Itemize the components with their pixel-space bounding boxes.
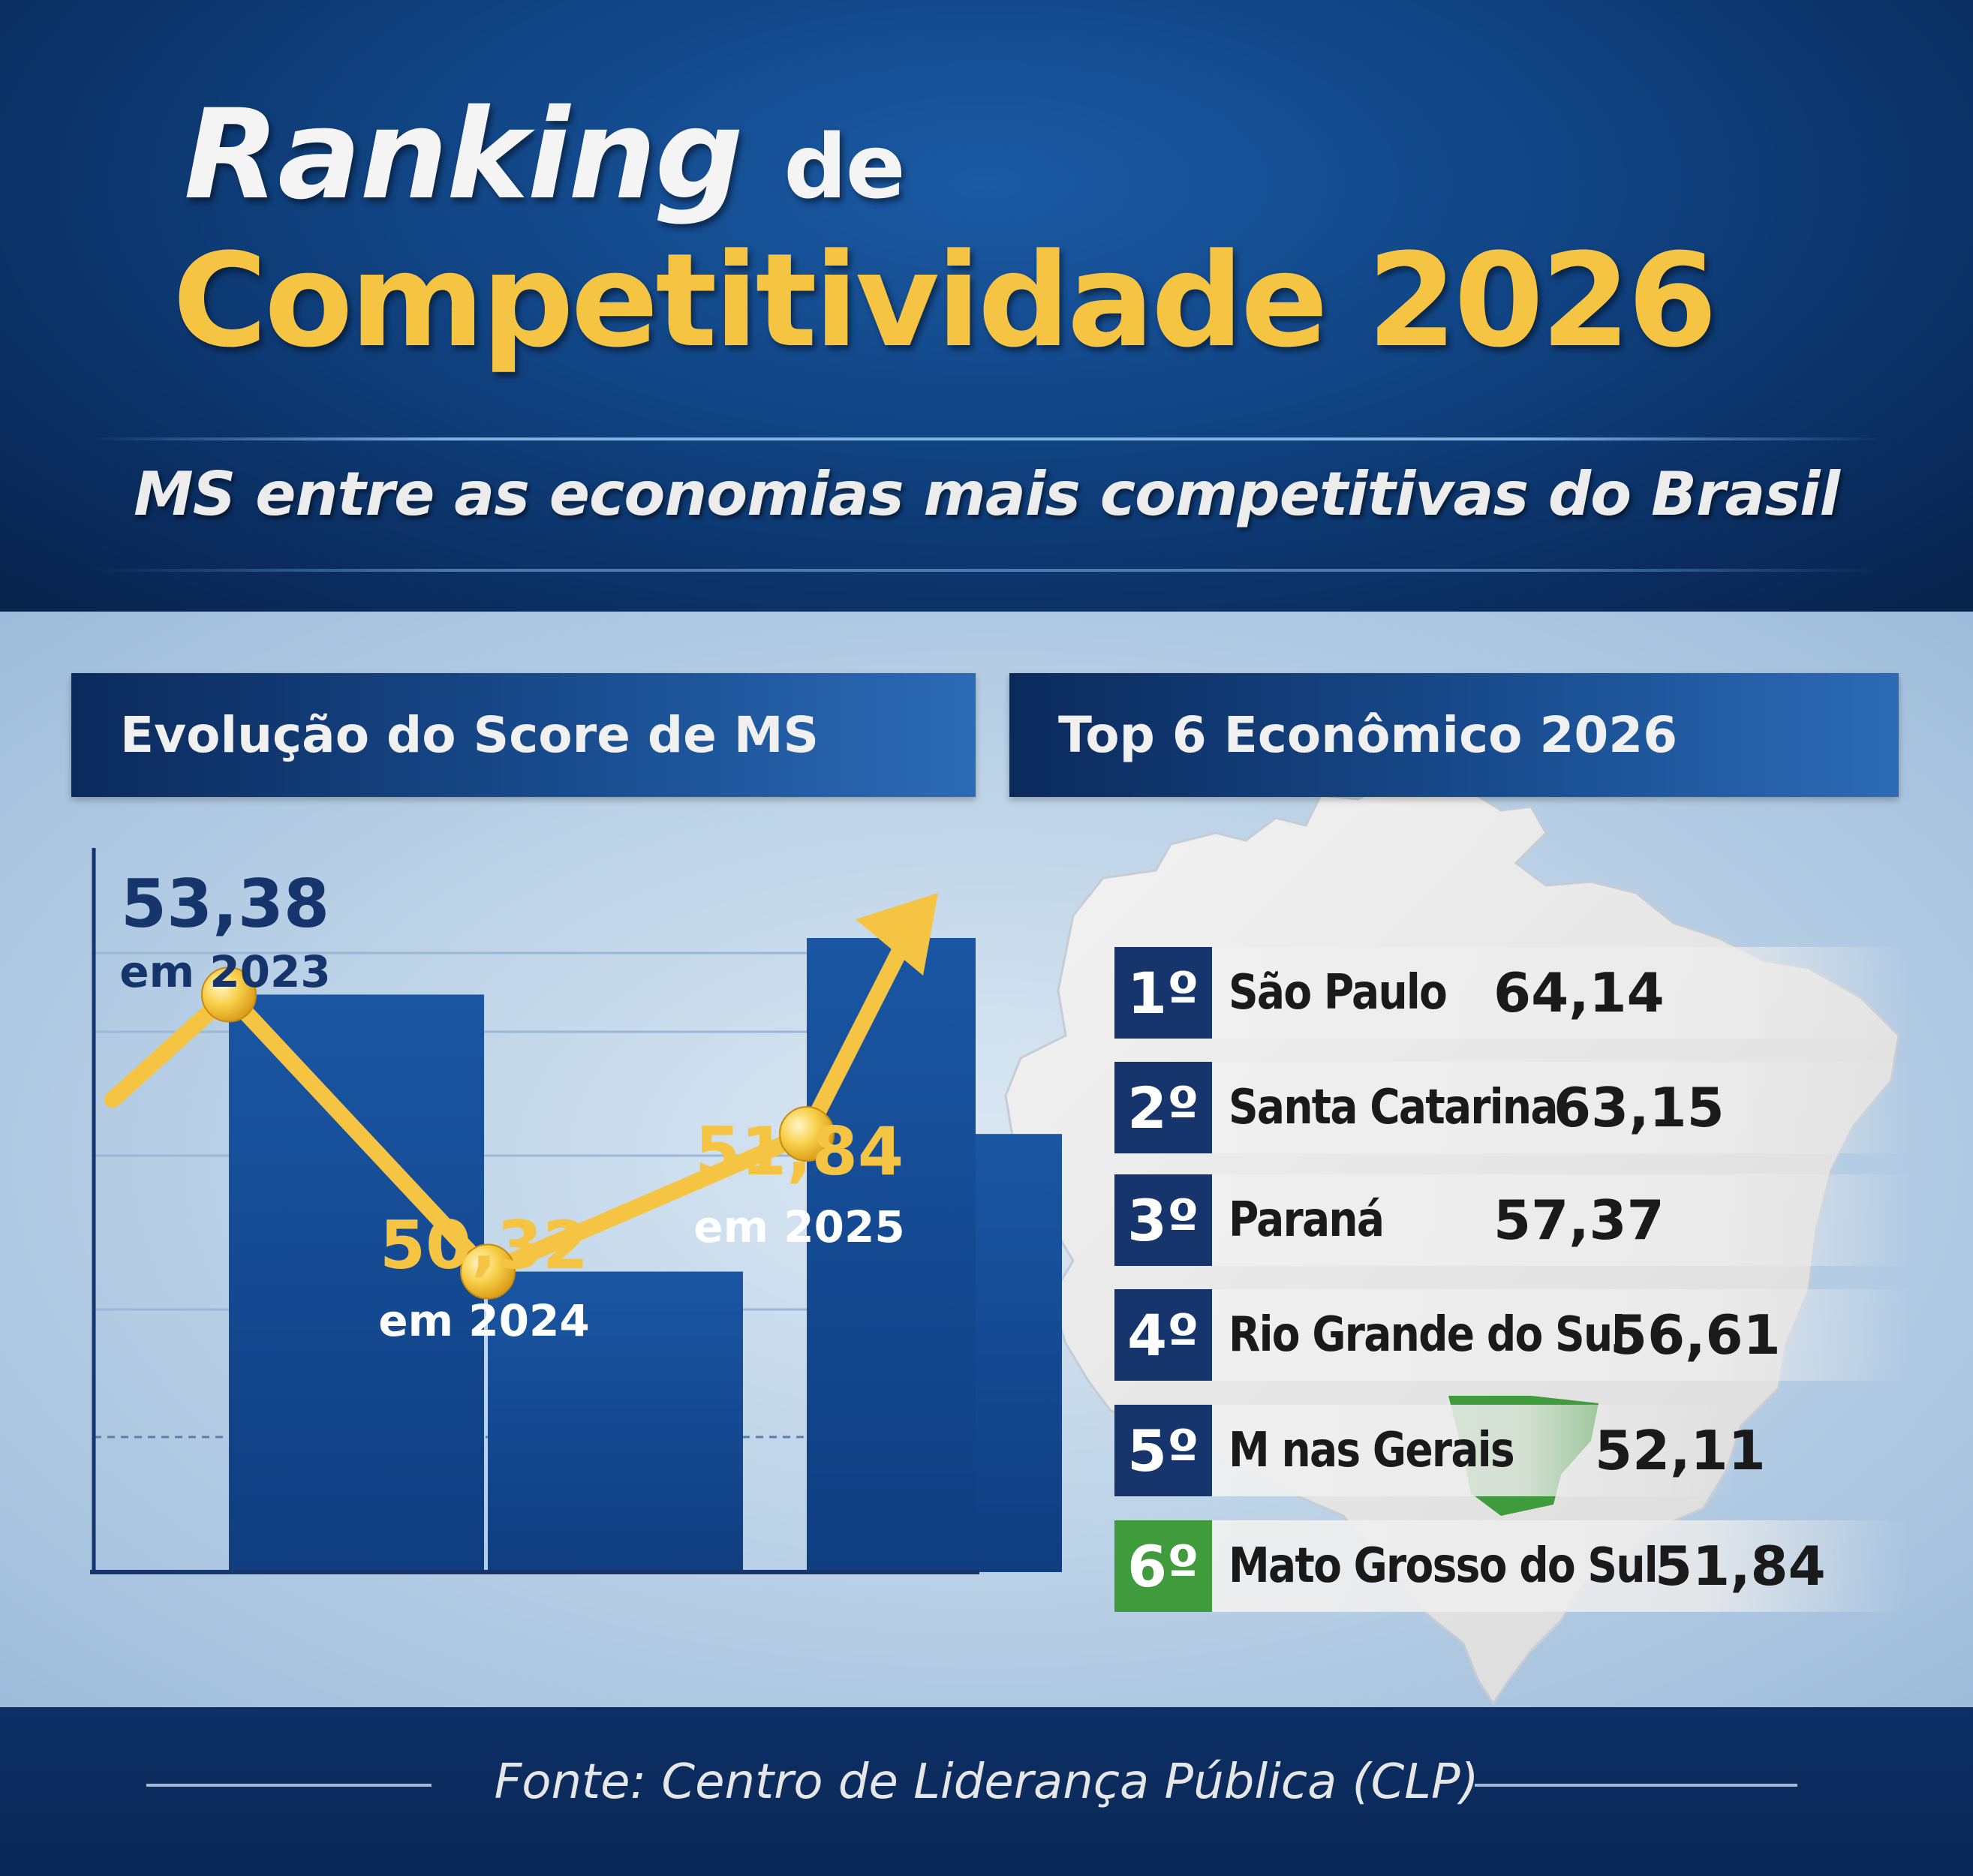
rank-score: 56,61 (1610, 1303, 1781, 1366)
title-word-de: de (783, 115, 905, 218)
data-value-label: 50,32 (380, 1207, 588, 1284)
category-label: em 2023 (119, 946, 330, 997)
header-banner (0, 0, 1973, 612)
category-label: em 2024 (378, 1295, 589, 1346)
right-panel-heading-text: Top 6 Econômico 2026 (1058, 706, 1678, 764)
trend-arrow-head (856, 893, 938, 976)
rank-bar: Rio Grande do Sul 56,61 (1212, 1289, 1910, 1381)
rank-position-badge: 1º (1114, 947, 1212, 1039)
rank-state-name: Mato Grosso do Sul (1229, 1538, 1659, 1594)
title-word-ranking: Ranking (184, 83, 744, 227)
rank-position-badge: 4º (1114, 1289, 1212, 1381)
ranking-row-highlighted: 6º Mato Grosso do Sul 51,84 (1114, 1520, 1910, 1612)
data-point (779, 1106, 835, 1162)
rank-position-badge: 2º (1114, 1062, 1212, 1153)
data-value-label: 53,38 (121, 865, 329, 943)
chart-points (201, 967, 835, 1300)
rank-bar: Santa Catarina 63,15 (1212, 1062, 1910, 1153)
trend-arrow-shaft (799, 941, 909, 1143)
data-column (488, 1271, 743, 1572)
subtitle: MS entre as economias mais competitivas … (134, 459, 1840, 529)
footer-rule-right (1475, 1784, 1797, 1787)
rank-state-name: São Paulo (1229, 965, 1448, 1021)
ranking-row: 2º Santa Catarina 63,15 (1114, 1062, 1910, 1153)
ranking-row: 3º Paraná 57,37 (1114, 1174, 1910, 1266)
footer-bar (0, 1707, 1973, 1876)
title-line-2: Competitividade 2026 (173, 225, 1717, 376)
rank-bar: Mato Grosso do Sul 51,84 (1212, 1520, 1910, 1612)
rank-state-name: Paraná (1229, 1192, 1385, 1248)
rank-bar: Paraná 57,37 (1212, 1174, 1910, 1266)
rank-score: 63,15 (1553, 1076, 1725, 1139)
title-line-1: Ranking de (184, 83, 906, 227)
rank-bar: São Paulo 64,14 (1212, 947, 1910, 1039)
category-label: em 2025 (693, 1201, 904, 1252)
rank-state-name: Santa Catarina (1229, 1080, 1559, 1135)
data-point (460, 1243, 516, 1300)
right-panel-heading: Top 6 Econômico 2026 (1009, 673, 1899, 797)
data-point (201, 967, 257, 1023)
data-value-label: 51,84 (695, 1113, 904, 1190)
rank-score: 57,37 (1493, 1189, 1665, 1252)
chart-columns (229, 938, 1062, 1572)
data-column (229, 994, 484, 1572)
left-panel-heading: Evolução do Score de MS (71, 673, 976, 797)
rank-position-badge: 3º (1114, 1174, 1212, 1266)
subtitle-rule (90, 569, 1884, 572)
rank-score: 64,14 (1493, 961, 1665, 1024)
left-panel-heading-text: Evolução do Score de MS (120, 706, 820, 764)
rank-position-badge: 6º (1114, 1520, 1212, 1612)
trend-column (807, 938, 976, 1572)
ranking-row: 5º M nas Gerais 52,11 (1114, 1405, 1910, 1496)
ranking-row: 4º Rio Grande do Sul 56,61 (1114, 1289, 1910, 1381)
rank-score: 52,11 (1595, 1419, 1766, 1482)
footer-rule-left (146, 1784, 432, 1787)
series-line (104, 986, 815, 1280)
rank-state-name: Rio Grande do Sul (1229, 1307, 1626, 1363)
rank-score: 51,84 (1655, 1535, 1826, 1598)
ranking-row: 1º São Paulo 64,14 (1114, 947, 1910, 1039)
chart-lines (104, 893, 938, 1280)
rank-bar: M nas Gerais 52,11 (1212, 1405, 1910, 1496)
rank-state-name: M nas Gerais (1229, 1423, 1515, 1478)
rank-position-badge: 5º (1114, 1405, 1212, 1496)
footer-source: Fonte: Centro de Liderança Pública (CLP) (494, 1754, 1479, 1810)
header-rule (90, 437, 1884, 440)
